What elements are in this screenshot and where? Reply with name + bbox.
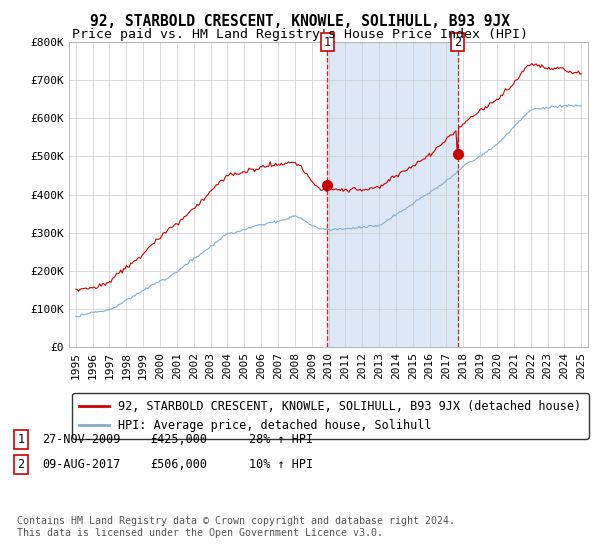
Text: 2: 2 (17, 458, 25, 472)
Text: 28% ↑ HPI: 28% ↑ HPI (249, 433, 313, 446)
Text: £506,000: £506,000 (150, 458, 207, 472)
Text: 1: 1 (323, 35, 331, 49)
Text: 92, STARBOLD CRESCENT, KNOWLE, SOLIHULL, B93 9JX: 92, STARBOLD CRESCENT, KNOWLE, SOLIHULL,… (90, 14, 510, 29)
Text: 09-AUG-2017: 09-AUG-2017 (42, 458, 121, 472)
Text: 2: 2 (454, 35, 461, 49)
Text: £425,000: £425,000 (150, 433, 207, 446)
Text: 1: 1 (17, 433, 25, 446)
Text: Price paid vs. HM Land Registry's House Price Index (HPI): Price paid vs. HM Land Registry's House … (72, 28, 528, 41)
Legend: 92, STARBOLD CRESCENT, KNOWLE, SOLIHULL, B93 9JX (detached house), HPI: Average : 92, STARBOLD CRESCENT, KNOWLE, SOLIHULL,… (73, 393, 589, 439)
Text: Contains HM Land Registry data © Crown copyright and database right 2024.
This d: Contains HM Land Registry data © Crown c… (17, 516, 455, 538)
Text: 10% ↑ HPI: 10% ↑ HPI (249, 458, 313, 472)
Text: 27-NOV-2009: 27-NOV-2009 (42, 433, 121, 446)
Bar (327, 42, 458, 347)
